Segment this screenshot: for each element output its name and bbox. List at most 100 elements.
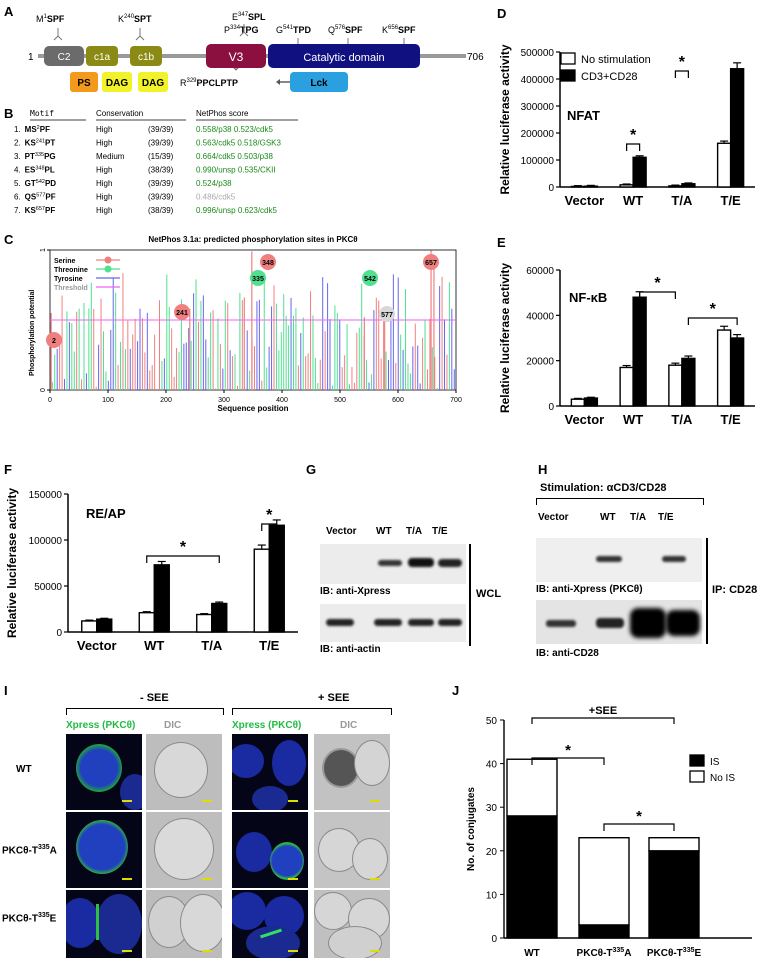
svg-text:High: High (96, 179, 112, 188)
western-blot-h: Stimulation: αCD3/CD28 Vector WT T/A T/E… (530, 470, 761, 682)
significance-bracket: * (531, 742, 605, 765)
svg-text:657: 657 (425, 260, 437, 267)
table-row: 2. KS241PT High (39/39) 0.563/cdk5 0.518/GSK… (14, 139, 282, 148)
bar (570, 185, 586, 188)
bar (681, 183, 696, 188)
svg-text:(38/39): (38/39) (148, 166, 174, 175)
bar (619, 366, 634, 407)
bar (716, 329, 732, 407)
svg-text:DAG: DAG (106, 78, 128, 89)
site-label: K240SPT (118, 14, 152, 24)
y-tick-label: 500000 (521, 48, 555, 59)
y-tick-label: 50 (486, 716, 498, 727)
y-tick-label: 200000 (521, 129, 555, 140)
column-label: DIC (164, 720, 182, 731)
svg-text:(39/39): (39/39) (148, 139, 174, 148)
start-residue: 1 (28, 52, 34, 63)
lane-label: T/E (658, 512, 674, 523)
chart-e-nfkb: 0 20000 40000 60000 Vector WT T/A T/E Relative l… (498, 263, 755, 427)
x-tick-label: T/A (671, 193, 693, 208)
y-tick-label: 30 (486, 803, 498, 814)
tick-label: 700 (450, 397, 462, 404)
bar-segment (506, 758, 558, 817)
bar (96, 618, 113, 633)
legend-entry: Serine (54, 256, 120, 265)
svg-text:0.524/p38: 0.524/p38 (196, 179, 232, 188)
tick-label: 400 (276, 397, 288, 404)
svg-text:*: * (180, 539, 187, 556)
svg-text:R329PPCLPTP: R329PPCLPTP (180, 78, 238, 88)
y-tick-label: 50000 (34, 582, 62, 593)
svg-text:0.563/cdk5 0.518/GSK3: 0.563/cdk5 0.518/GSK3 (196, 139, 282, 148)
significance-bracket: * (603, 808, 675, 831)
column-label: Xpress (PKCθ) (66, 720, 136, 731)
ip-label: IP: CD28 (712, 584, 758, 596)
significance-bracket: * (674, 54, 689, 78)
annotation: +SEE (589, 705, 617, 717)
svg-text:CD3+CD28: CD3+CD28 (581, 71, 638, 83)
y-axis-label: Relative luciferase activity (498, 263, 512, 413)
bar (268, 524, 285, 633)
table-row: 1. MS2PF High (39/39) 0.558/p38 0.523/cdk5 (14, 125, 274, 134)
table-header-motif: Motif (30, 109, 54, 118)
bar (668, 185, 683, 188)
bar (681, 357, 696, 407)
significance-bracket: * (687, 301, 738, 325)
dic-image (146, 890, 222, 958)
svg-text:2.KS241PT: 2. KS241PT (14, 139, 55, 148)
bar (729, 337, 745, 407)
microscopy-panel-i: - SEE + SEE Xpress (PKCθ) DIC Xpress (PK… (0, 690, 450, 960)
bar (583, 397, 599, 407)
x-tick-label: WT (623, 412, 643, 427)
tick-label: 500 (334, 397, 346, 404)
svg-text:(39/39): (39/39) (148, 179, 174, 188)
tick-label: 0 (40, 388, 47, 392)
x-tick-label: T/E (721, 412, 742, 427)
y-tick-label: 40000 (526, 311, 554, 322)
chart-title: NetPhos 3.1a: predicted phosphorylation … (148, 235, 357, 244)
column-label: DIC (340, 720, 358, 731)
bracket (66, 708, 224, 715)
x-tick-label: WT (144, 638, 164, 653)
dic-image (146, 812, 222, 888)
ib-label: IB: anti-Xpress (320, 586, 391, 597)
ib-label: IB: anti-Xpress (PKCθ) (536, 584, 643, 595)
bar-segment (578, 837, 630, 926)
domain-c1b: c1b (130, 46, 162, 66)
legend-entry: No stimulation (560, 52, 651, 66)
subdomain-dag-1: DAG (102, 72, 132, 92)
svg-text:348: 348 (262, 260, 274, 267)
svg-text:High: High (96, 166, 112, 175)
legend-entry: Threshold (54, 285, 120, 292)
blot-strip (536, 600, 702, 644)
bar-segment (648, 837, 700, 852)
y-tick-label: 300000 (521, 102, 555, 113)
panel-label-h: H (538, 462, 548, 477)
svg-text:Lck: Lck (310, 78, 328, 89)
legend-entry: Tyrosine (54, 276, 120, 283)
legend-entry: CD3+CD28 (560, 69, 638, 83)
fluorescence-image (232, 890, 308, 958)
end-residue: 706 (467, 52, 484, 63)
svg-text:PS: PS (77, 78, 91, 89)
significance-bracket: * (261, 507, 278, 531)
site-label: K656SPF (382, 25, 416, 35)
svg-text:IS: IS (710, 757, 720, 768)
domain-catalytic: Catalytic domain (268, 44, 420, 68)
svg-text:P334TPG: P334TPG (224, 25, 259, 35)
dic-image (314, 734, 390, 810)
panel-label-f: F (4, 462, 12, 477)
svg-text:G541TPD: G541TPD (276, 25, 312, 35)
y-tick-label: 60000 (526, 266, 554, 277)
svg-text:High: High (96, 193, 112, 202)
row-label: PKCθ-T335E (2, 912, 57, 925)
y-tick-label: 40 (486, 760, 498, 771)
tick-label: 200 (160, 397, 172, 404)
x-tick-label: Vector (77, 638, 117, 653)
svg-text:K656SPF: K656SPF (382, 25, 416, 35)
site-marker: 577 (379, 306, 395, 322)
svg-text:*: * (636, 808, 642, 825)
tick-label: 300 (218, 397, 230, 404)
netphos-plot: NetPhos 3.1a: predicted phosphorylation … (29, 235, 462, 413)
svg-text:No IS: No IS (710, 773, 735, 784)
